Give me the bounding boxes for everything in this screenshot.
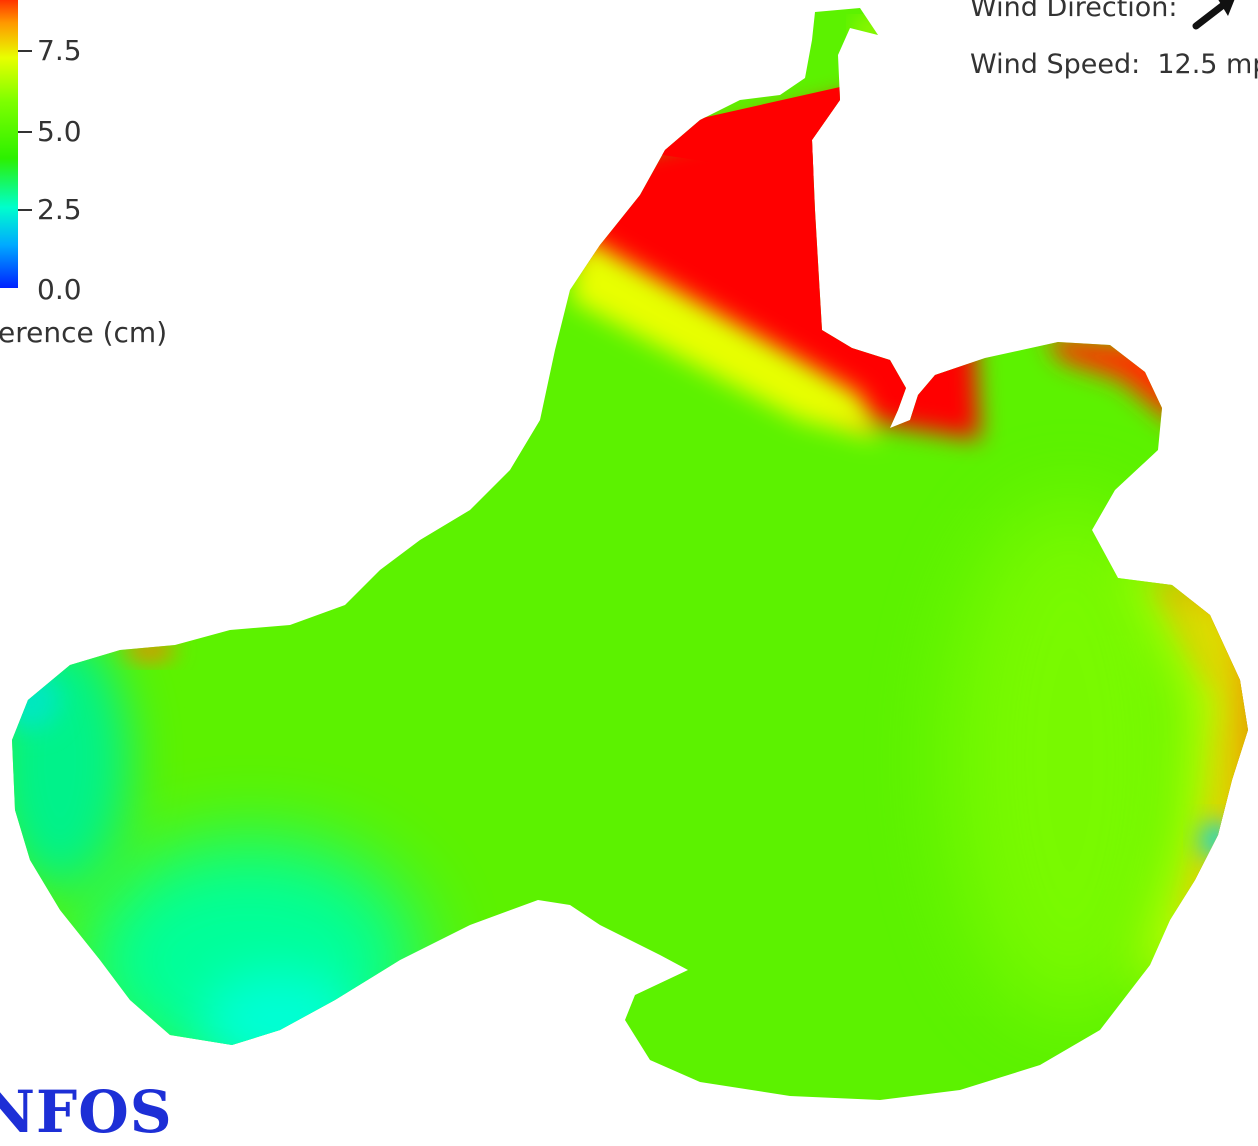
legend-tick-label: 5.0 — [37, 115, 82, 148]
arrow-northeast-icon — [1192, 0, 1235, 30]
wind-speed-readout: Wind Speed: 12.5 mp — [970, 49, 1258, 80]
legend-tick-mark — [18, 131, 32, 133]
wind-direction-label: Wind Direction: — [970, 0, 1178, 23]
legend-tick-label: 0.0 — [37, 273, 82, 306]
color-scale-bar — [0, 0, 18, 288]
lake-map — [12, 8, 1248, 1100]
legend-tick-label: 2.5 — [37, 193, 82, 226]
wind-speed-value: 12.5 mp — [1157, 49, 1258, 80]
wind-speed-label: Wind Speed: — [970, 49, 1141, 80]
legend-tick-label: 7.5 — [37, 34, 82, 67]
legend-tick-mark — [18, 209, 32, 211]
legend-title: erence (cm) — [0, 316, 168, 349]
logo: NFOS — [0, 1078, 173, 1146]
legend-tick-mark — [18, 50, 32, 52]
